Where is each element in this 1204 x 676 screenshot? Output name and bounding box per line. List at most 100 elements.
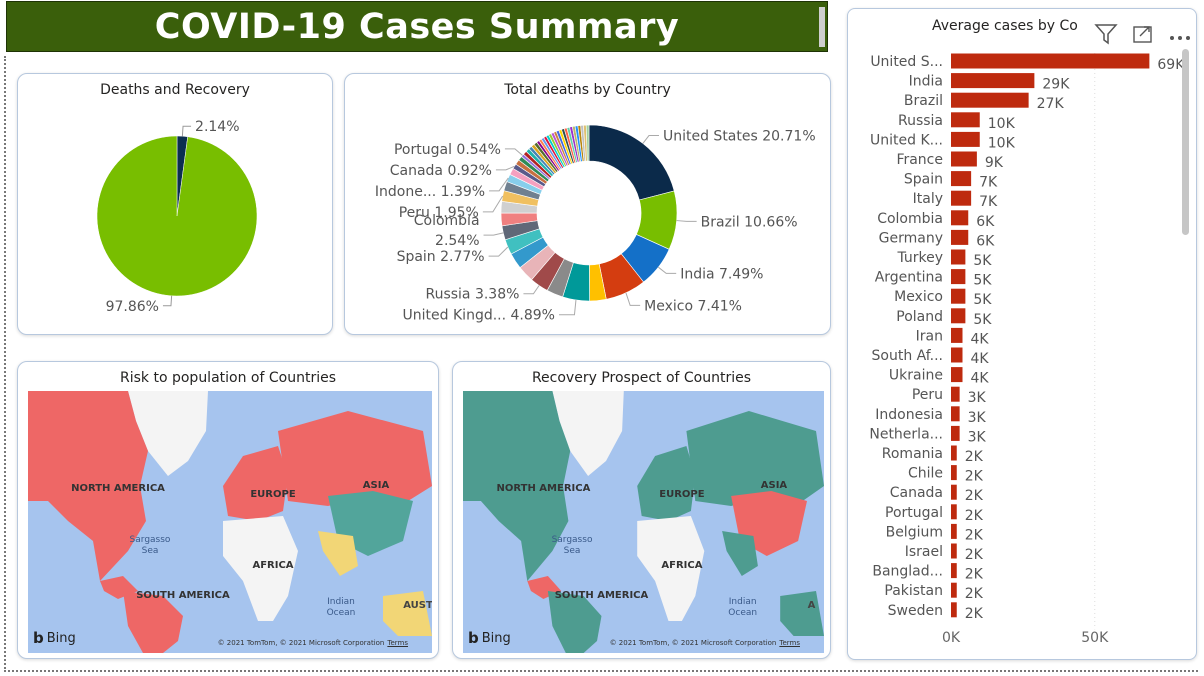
report-canvas-border [4,56,1198,672]
bar [951,347,963,363]
bar [951,249,966,265]
bar [951,563,957,579]
bar [951,288,966,304]
map-label-asia: ASIA [363,480,390,491]
data-label: Russia 3.38% [425,287,519,303]
recovery-map-canvas[interactable]: NORTH AMERICA EUROPE ASIA AFRICA SOUTH AMERI… [463,391,824,653]
risk-map[interactable]: NORTH AMERICA EUROPE ASIA AFRICA SOUTH AMERI… [28,391,432,653]
data-label: Colombia [414,213,480,229]
bar [951,308,966,324]
chart-scrollbar[interactable] [1182,49,1189,235]
category-label: Israel [905,544,943,560]
data-label: 97.86% [106,299,159,315]
land-south-america [547,591,602,653]
recovery-map[interactable]: NORTH AMERICA EUROPE ASIA AFRICA SOUTH AMERI… [463,391,824,653]
bar [951,602,957,618]
leader-line [482,195,504,213]
bar [951,504,957,520]
leader-line [658,266,677,274]
risk-map-card[interactable]: Risk to population of Countries NORTH AM… [17,361,439,659]
terms-link[interactable]: Terms [387,639,408,647]
data-label: 69K [1157,57,1185,73]
data-label: Mexico 7.41% [644,298,742,314]
land-europe [223,446,288,521]
data-label: 4K [971,371,990,387]
x-tick-label: 50K [1081,630,1109,646]
category-label: Chile [908,466,943,482]
report-title-banner: COVID-19 Cases Summary [6,1,828,52]
data-label: 2K [965,469,984,485]
bar [951,53,1150,69]
category-label: Spain [904,172,943,188]
map-label-asia: ASIA [761,480,788,491]
leader-line [162,295,173,307]
data-label: Indone... 1.39% [375,184,485,200]
land-africa [637,516,705,621]
data-label: 29K [1042,77,1070,93]
category-label: Belgium [886,524,943,540]
category-label: South Af... [872,348,943,364]
data-label: Peru 1.95% [399,205,479,221]
bar [951,386,960,402]
filter-icon[interactable] [1094,23,1118,49]
risk-map-canvas[interactable]: NORTH AMERICA EUROPE ASIA AFRICA SOUTH AMERI… [28,391,432,653]
category-label: Mexico [894,289,943,305]
bar [951,269,966,285]
data-label: Portugal 0.54% [394,142,501,158]
data-label: United Kingd... 4.89% [403,308,555,324]
data-label: 6K [976,233,995,249]
data-label: 2.54% [435,233,479,249]
data-label: Spain 2.77% [397,249,485,265]
bing-logo: b Bing [33,629,76,647]
category-label: Banglad... [872,564,943,580]
data-label: 9K [985,155,1004,171]
data-label: 2K [965,508,984,524]
data-label: 5K [973,253,992,269]
land-greenland [552,391,624,476]
data-label: 27K [1037,96,1065,112]
category-label: Argentina [875,270,943,286]
bing-logo: b Bing [468,629,511,647]
recovery-map-card[interactable]: Recovery Prospect of Countries NORTH AME… [452,361,831,659]
bar [951,543,957,559]
data-label: 3K [968,410,987,426]
data-label: Canada 0.92% [390,163,492,179]
map-label-africa: AFRICA [252,560,293,571]
leader-line [676,220,697,222]
map-label-north-america: NORTH AMERICA [71,483,165,494]
map-title: Risk to population of Countries [120,370,336,386]
chart-title: Deaths and Recovery [100,82,250,98]
land-asia [686,411,824,506]
deaths-recovery-card[interactable]: Deaths and Recovery 2.14% 97.86% [17,73,333,335]
average-cases-card[interactable]: Average cases by Co 0K 50K United S... 69K I… [847,8,1197,660]
leader-line [495,165,515,171]
map-label-south-america: SOUTH AMERICA [555,590,649,601]
more-options-icon[interactable] [1168,27,1192,46]
data-label: 5K [973,273,992,289]
leader-line [559,299,577,316]
total-deaths-card[interactable]: Total deaths by Country United States 20… [344,73,831,335]
data-label: 2K [965,567,984,583]
leader-line [625,292,641,306]
data-label: 5K [973,292,992,308]
data-label: India 7.49% [680,266,763,282]
bar [951,131,980,147]
map-label-australia: A [808,600,816,611]
resize-grip[interactable] [819,7,825,47]
data-label: 3K [968,429,987,445]
land-north-america [463,391,571,581]
chart-title: Average cases by Co [932,18,1078,34]
map-label-sea: Sea [142,546,159,556]
donut-slice [585,124,590,162]
data-label: 2K [965,488,984,504]
bar [951,465,957,481]
bar [951,523,957,539]
map-label-sea: Sargasso [552,535,593,545]
x-tick-label: 0K [942,630,961,646]
donut-slice [588,124,675,201]
leader-line [488,246,509,257]
terms-link[interactable]: Terms [779,639,800,647]
land-asia [278,411,432,506]
category-label: Brazil [904,93,943,109]
focus-mode-icon[interactable] [1132,24,1154,48]
